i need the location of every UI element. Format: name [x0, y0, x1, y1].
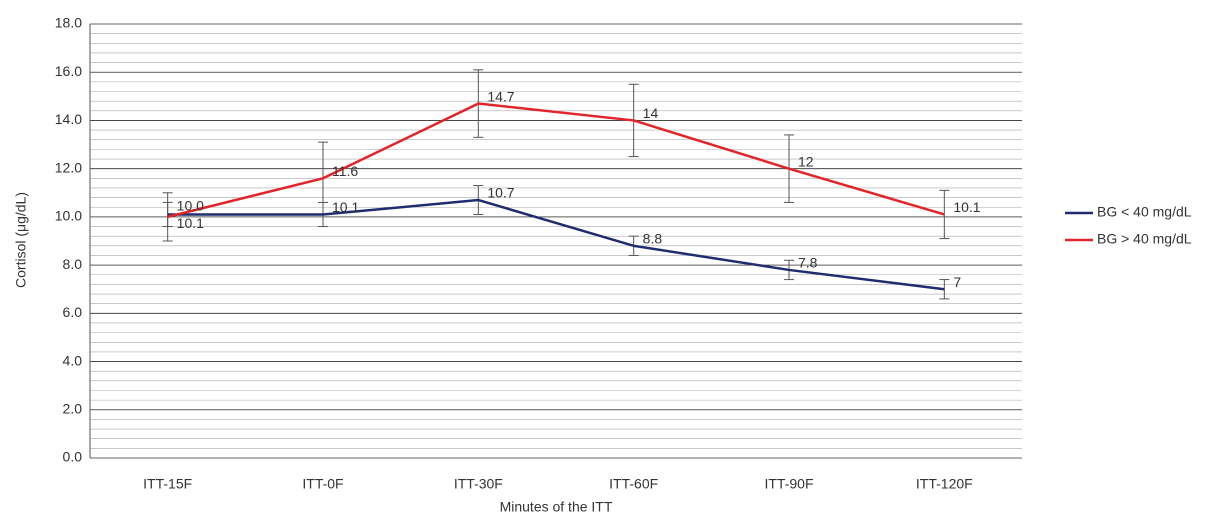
y-tick-label: 10.0 [55, 208, 82, 224]
x-axis-title: Minutes of the ITT [500, 499, 613, 515]
y-tick-label: 8.0 [63, 256, 83, 272]
data-label: 11.6 [332, 163, 358, 179]
data-label: 10.0 [177, 198, 204, 214]
x-tick-label: ITT-120F [916, 476, 973, 492]
data-label: 12 [798, 153, 814, 169]
data-label: 8.8 [643, 231, 663, 247]
data-label: 14 [643, 105, 659, 121]
y-tick-label: 14.0 [55, 111, 82, 127]
y-tick-label: 4.0 [63, 352, 83, 368]
series-line [167, 102, 945, 219]
data-label: 7.8 [798, 255, 818, 271]
x-tick-label: ITT-0F [302, 476, 343, 492]
data-label: 10.7 [487, 185, 514, 201]
y-tick-label: 12.0 [55, 159, 82, 175]
y-tick-label: 2.0 [63, 400, 83, 416]
data-label: 7 [953, 274, 961, 290]
y-axis-title: Cortisol (μg/dL) [13, 192, 29, 288]
legend-label: BG < 40 mg/dL [1097, 204, 1192, 220]
y-tick-label: 16.0 [55, 63, 82, 79]
x-tick-label: ITT-15F [143, 476, 192, 492]
legend-label: BG > 40 mg/dL [1097, 231, 1192, 247]
x-tick-label: ITT-90F [764, 476, 813, 492]
data-label: 10.1 [953, 199, 980, 215]
data-label: 10.1 [332, 199, 359, 215]
data-label: 14.7 [487, 88, 514, 104]
data-label: 10.1 [177, 215, 204, 231]
x-tick-label: ITT-30F [454, 476, 503, 492]
x-tick-label: ITT-60F [609, 476, 658, 492]
y-tick-label: 18.0 [55, 15, 82, 31]
series-line [167, 198, 945, 291]
y-tick-label: 6.0 [63, 304, 83, 320]
y-tick-label: 0.0 [63, 449, 83, 465]
